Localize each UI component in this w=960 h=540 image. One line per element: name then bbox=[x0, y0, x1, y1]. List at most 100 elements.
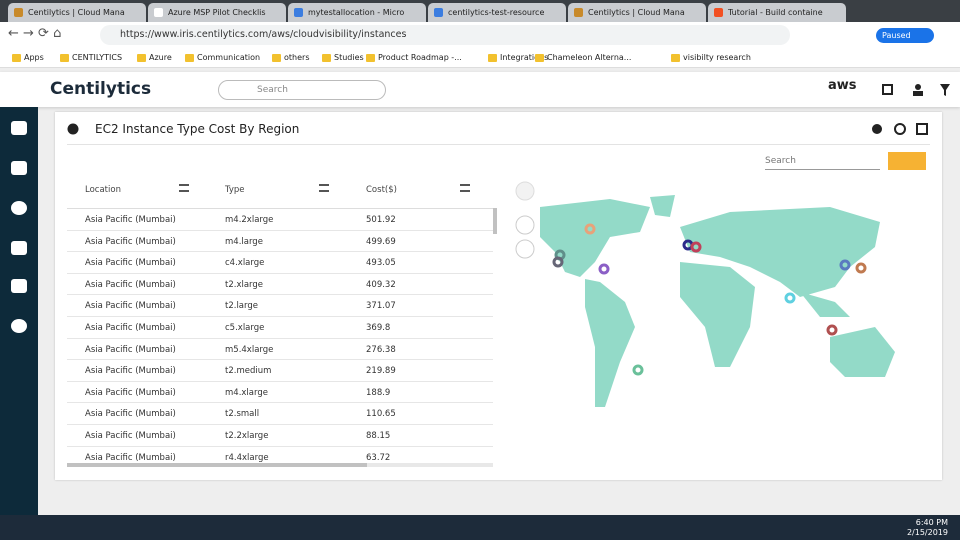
nav-buttons[interactable]: ← → ⟳ ⌂ bbox=[8, 26, 62, 41]
browser-tab[interactable]: Tutorial - Build containe bbox=[708, 3, 846, 22]
column-menu-icon[interactable] bbox=[319, 184, 329, 192]
browser-tab[interactable]: mytestallocation - Micro bbox=[288, 3, 426, 22]
region-marker[interactable] bbox=[855, 262, 867, 274]
v-scrollbar[interactable] bbox=[493, 208, 497, 234]
table-cell: Asia Pacific (Mumbai) bbox=[85, 366, 176, 377]
browser-tab[interactable]: Centilytics | Cloud Mana bbox=[568, 3, 706, 22]
column-header[interactable]: Cost($) bbox=[366, 185, 397, 195]
table-row: Asia Pacific (Mumbai) m4.xlarge 188.9 bbox=[67, 382, 493, 404]
tab-title: Centilytics | Cloud Mana bbox=[28, 8, 125, 17]
sidebar bbox=[0, 107, 38, 515]
table-cell: r4.4xlarge bbox=[225, 452, 269, 462]
south-america bbox=[585, 279, 635, 407]
table-cell: Asia Pacific (Mumbai) bbox=[85, 236, 176, 247]
settings-icon[interactable] bbox=[11, 319, 27, 333]
bookmark[interactable]: Azure bbox=[137, 48, 172, 68]
bookmark-icon bbox=[12, 54, 21, 62]
column-menu-icon[interactable] bbox=[460, 184, 470, 192]
toolbar: ← → ⟳ ⌂ https://www.iris.centilytics.com… bbox=[0, 22, 960, 48]
home-icon[interactable] bbox=[11, 121, 27, 135]
refresh-button[interactable] bbox=[894, 123, 906, 135]
region-marker[interactable] bbox=[690, 241, 702, 253]
table-row: Asia Pacific (Mumbai) t2.medium 219.89 bbox=[67, 360, 493, 382]
address-bar[interactable]: https://www.iris.centilytics.com/aws/clo… bbox=[100, 25, 790, 45]
governance-icon[interactable] bbox=[11, 279, 27, 293]
table-row: Asia Pacific (Mumbai) r4.4xlarge 63.72 bbox=[67, 447, 493, 462]
table-cell: c5.xlarge bbox=[225, 323, 265, 333]
home-zoom-button[interactable] bbox=[515, 181, 535, 201]
cost-icon[interactable] bbox=[11, 161, 27, 175]
tab-title: Azure MSP Pilot Checklis bbox=[168, 8, 266, 17]
region-marker[interactable] bbox=[584, 223, 596, 235]
region-marker[interactable] bbox=[784, 292, 796, 304]
bookmark[interactable]: Communication bbox=[185, 48, 260, 68]
table-cell: 110.65 bbox=[366, 409, 396, 420]
browser-tab[interactable]: Centilytics | Cloud Mana bbox=[8, 3, 146, 22]
table-row: Asia Pacific (Mumbai) t2.2xlarge 88.15 bbox=[67, 425, 493, 447]
region-marker[interactable] bbox=[552, 256, 564, 268]
fullscreen-button[interactable] bbox=[916, 123, 928, 135]
bookmark[interactable]: Apps bbox=[12, 48, 44, 68]
bookmark[interactable]: others bbox=[272, 48, 309, 68]
region-marker[interactable] bbox=[839, 259, 851, 271]
app-header: Centilytics Search aws bbox=[0, 72, 960, 107]
table-row: Asia Pacific (Mumbai) t2.large 371.07 bbox=[67, 295, 493, 317]
bookmark-label: Azure bbox=[149, 53, 172, 62]
bookmark-label: CENTILYTICS bbox=[72, 53, 123, 62]
logo[interactable]: Centilytics bbox=[50, 79, 152, 99]
bookmark[interactable]: Chameleon Alterna... bbox=[535, 48, 631, 68]
table-view-button[interactable] bbox=[888, 152, 907, 170]
bookmark-label: visibilty research bbox=[683, 53, 751, 62]
table-cell: Asia Pacific (Mumbai) bbox=[85, 387, 176, 398]
expand-icon[interactable] bbox=[882, 84, 893, 95]
table-cell: 276.38 bbox=[366, 344, 396, 355]
table-cell: m4.large bbox=[225, 236, 263, 247]
bookmark-icon bbox=[488, 54, 497, 62]
settings-button[interactable] bbox=[872, 124, 882, 134]
search-box[interactable]: Search bbox=[218, 80, 386, 100]
tab-favicon bbox=[154, 8, 163, 17]
chart-view-button[interactable] bbox=[907, 152, 926, 170]
bookmark[interactable]: visibilty research bbox=[671, 48, 751, 68]
h-scrollbar[interactable] bbox=[67, 463, 367, 467]
column-menu-icon[interactable] bbox=[179, 184, 189, 192]
data-table: Location Type Cost($) Asia Pacific (Mumbai)… bbox=[67, 175, 493, 462]
column-header[interactable]: Location bbox=[85, 185, 121, 195]
table-cell: 188.9 bbox=[366, 387, 391, 398]
bookmark-label: Product Roadmap -... bbox=[378, 53, 462, 62]
zoom-out-button[interactable] bbox=[515, 239, 535, 259]
table-cell: Asia Pacific (Mumbai) bbox=[85, 452, 176, 462]
bookmark[interactable]: Integrations bbox=[488, 48, 548, 68]
tab-title: Tutorial - Build containe bbox=[728, 8, 823, 17]
table-cell: 371.07 bbox=[366, 301, 396, 312]
widget-search[interactable]: Search bbox=[765, 156, 880, 170]
table-cell: m4.2xlarge bbox=[225, 215, 274, 225]
filter-icon[interactable] bbox=[940, 84, 950, 96]
header-icons bbox=[882, 84, 950, 96]
profile-button[interactable]: Paused bbox=[876, 28, 934, 43]
security-icon[interactable] bbox=[11, 241, 27, 255]
table-cell: m5.4xlarge bbox=[225, 344, 274, 355]
bookmark-label: Integrations bbox=[500, 53, 549, 62]
bookmark[interactable]: Studies bbox=[322, 48, 364, 68]
bookmark-icon bbox=[272, 54, 281, 62]
table-cell: 369.8 bbox=[366, 323, 391, 333]
bookmark-icon bbox=[535, 54, 544, 62]
bookmark[interactable]: Product Roadmap -... bbox=[366, 48, 462, 68]
browser-tab[interactable]: centilytics-test-resource bbox=[428, 3, 566, 22]
zoom-controls bbox=[515, 181, 535, 259]
provider-selector[interactable]: aws bbox=[828, 78, 857, 93]
user-icon[interactable] bbox=[915, 84, 921, 90]
table-cell: 219.89 bbox=[366, 366, 396, 377]
north-america bbox=[540, 199, 650, 277]
browser-tab[interactable]: Azure MSP Pilot Checklis bbox=[148, 3, 286, 22]
zoom-in-button[interactable] bbox=[515, 215, 535, 235]
region-marker[interactable] bbox=[826, 324, 838, 336]
bookmark[interactable]: CENTILYTICS bbox=[60, 48, 122, 68]
region-marker[interactable] bbox=[632, 364, 644, 376]
region-marker[interactable] bbox=[598, 263, 610, 275]
explore-icon[interactable] bbox=[11, 201, 27, 215]
widget-actions bbox=[872, 123, 928, 135]
southeast-asia bbox=[800, 292, 850, 317]
column-header[interactable]: Type bbox=[225, 185, 245, 195]
